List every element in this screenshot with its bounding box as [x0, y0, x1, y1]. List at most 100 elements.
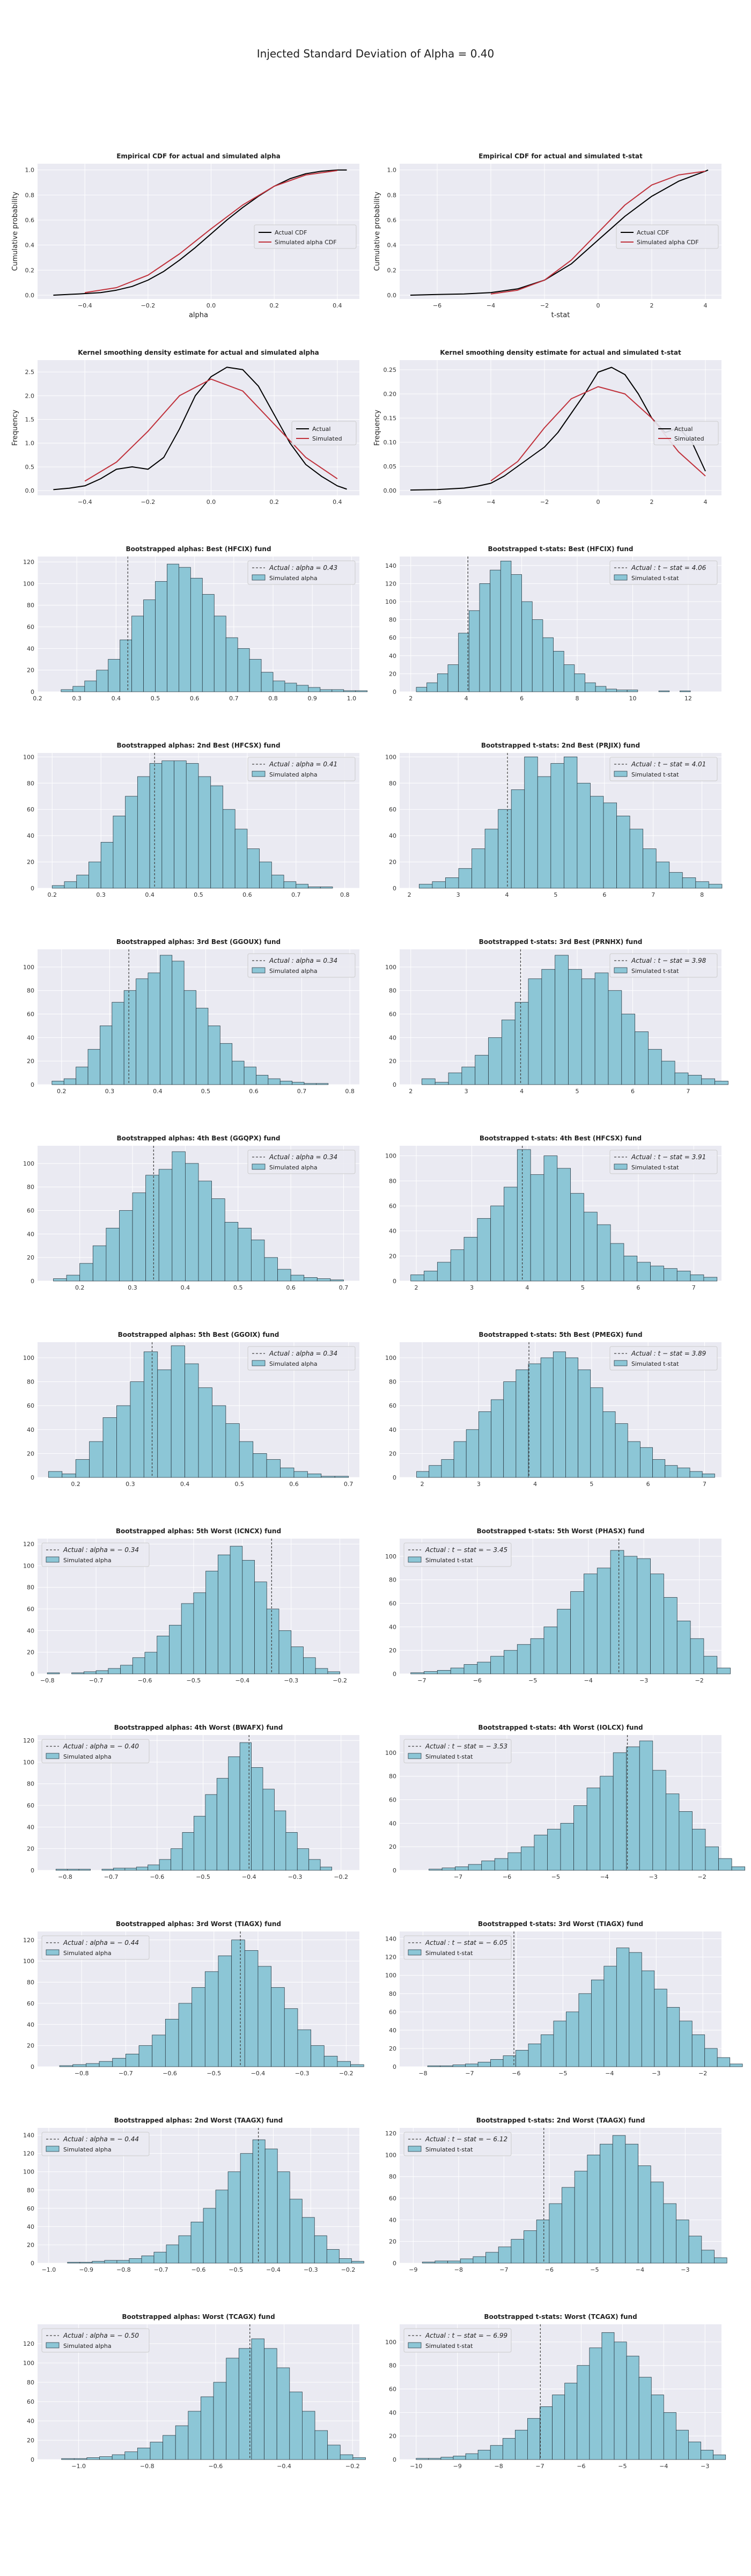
x-tick-label: 2: [408, 891, 411, 898]
histogram-bar: [663, 2203, 676, 2264]
legend-box: [247, 757, 356, 781]
histogram-bar: [601, 2332, 615, 2460]
histogram-bar: [429, 1869, 443, 1871]
x-tick-label: 0.4: [333, 499, 342, 506]
histogram-bar: [679, 1811, 693, 1871]
x-tick-label: 5: [554, 891, 557, 898]
histogram-bar: [695, 881, 709, 889]
histogram-bar: [130, 1381, 144, 1478]
histogram-bar: [238, 1227, 252, 1282]
x-tick-label: −4: [584, 1677, 593, 1684]
y-tick-label: 60: [27, 1208, 34, 1214]
histogram-bar: [664, 1597, 678, 1674]
legend-label: Actual : t − stat = − 3.53: [425, 1743, 507, 1750]
y-tick-label: 0.10: [384, 439, 397, 446]
y-tick-label: 60: [27, 1402, 34, 1409]
histogram-bar: [315, 1668, 328, 1674]
histogram-bar: [237, 648, 250, 692]
x-tick-label: −0.8: [75, 2070, 89, 2077]
histogram-bar: [190, 2221, 204, 2264]
histogram-bar: [112, 2058, 126, 2067]
histogram-bar: [730, 2063, 743, 2067]
legend-label: Simulated alpha: [63, 2146, 112, 2153]
legend-bar-marker: [408, 1949, 422, 1956]
histogram-bar: [293, 1471, 308, 1478]
y-tick-label: 0: [393, 2456, 396, 2463]
subplot-title: Kernel smoothing density estimate for ac…: [440, 349, 681, 356]
legend-label: Simulated t-stat: [631, 771, 679, 778]
y-tick-label: 80: [389, 987, 396, 994]
histogram-bar: [108, 1668, 121, 1674]
histogram-bar: [219, 1043, 233, 1085]
histogram-bar: [629, 829, 644, 889]
x-tick-label: −0.3: [288, 1874, 303, 1880]
histogram-bar: [661, 1060, 675, 1085]
x-tick-label: −4: [636, 2266, 644, 2273]
histogram-bar: [648, 1049, 662, 1085]
y-tick-label: 80: [27, 1781, 34, 1788]
histogram-bar: [185, 1163, 199, 1282]
histogram-bar: [271, 875, 284, 889]
x-tick-label: −0.6: [163, 2070, 177, 2077]
histogram-bar: [251, 2338, 264, 2460]
x-tick-label: −7: [465, 2070, 474, 2077]
legend-box: [247, 560, 356, 585]
x-tick-label: −2: [540, 499, 549, 506]
histogram-bar: [253, 1453, 267, 1478]
histogram-bar: [155, 581, 167, 692]
y-tick-label: 120: [23, 2150, 34, 2157]
y-tick-label: 0.8: [25, 192, 35, 199]
histogram-bar: [169, 1624, 182, 1674]
histogram-bar: [597, 1568, 611, 1674]
histogram-bar: [102, 1417, 117, 1478]
x-tick-label: −5: [590, 2266, 599, 2273]
y-tick-label: 40: [27, 2418, 34, 2425]
y-tick-label: 0.6: [387, 217, 397, 224]
histogram-bar: [560, 1823, 574, 1871]
x-tick-label: 2: [415, 1284, 418, 1291]
y-tick-label: 0.20: [384, 391, 397, 398]
histogram-bar: [717, 2057, 731, 2067]
histogram-bar: [426, 682, 438, 692]
histogram-bar: [450, 1249, 465, 1282]
legend-bar-marker: [408, 1753, 422, 1759]
y-tick-label: 80: [389, 1577, 396, 1584]
histogram-bar: [701, 2250, 715, 2264]
histogram-bar: [64, 881, 77, 889]
histogram-bar: [175, 2425, 189, 2460]
histogram-bar: [116, 2260, 130, 2264]
subplot-title: Bootstrapped t-stats: 4th Best (HFCSX) f…: [480, 1135, 642, 1142]
histogram-bar: [120, 639, 132, 692]
histogram-bar: [530, 1638, 544, 1674]
y-tick-label: 20: [389, 1647, 396, 1654]
histogram-bar: [514, 2429, 528, 2460]
x-tick-label: −2: [695, 1677, 704, 1684]
y-tick-label: 20: [27, 1058, 34, 1065]
subplot-title: Bootstrapped alphas: Worst (TCAGX) fund: [122, 2313, 275, 2321]
series-line: [490, 171, 706, 295]
legend-label: Simulated t-stat: [631, 575, 679, 582]
subplot-title: Bootstrapped t-stats: 2nd Best (PRJIX) f…: [481, 742, 640, 749]
x-tick-label: −7: [499, 2266, 508, 2273]
legend-bar-marker: [46, 1556, 60, 1563]
histogram-bar: [153, 2252, 167, 2264]
y-tick-label: 0.15: [384, 415, 397, 422]
legend-label: Actual : alpha = − 0.34: [63, 1546, 139, 1554]
x-tick-label: 1.0: [347, 695, 357, 702]
x-tick-label: 0.4: [180, 1481, 190, 1488]
histogram-bar: [62, 1473, 76, 1478]
histogram-bar: [638, 2165, 651, 2264]
histogram-bar: [705, 1846, 719, 1871]
x-tick-label: −0.4: [78, 499, 92, 506]
y-tick-label: 0.00: [384, 487, 397, 494]
histogram-bar: [277, 2171, 290, 2264]
histogram-bar: [429, 1465, 442, 1478]
histogram-bar: [594, 972, 609, 1085]
legend-label: Actual CDF: [275, 229, 307, 236]
histogram-bar: [477, 1662, 491, 1674]
histogram-bar: [674, 1072, 689, 1085]
x-tick-label: −5: [618, 2463, 627, 2470]
histogram-bar: [473, 2256, 486, 2264]
histogram-bar: [663, 2412, 676, 2460]
histogram-bar: [227, 2171, 241, 2264]
